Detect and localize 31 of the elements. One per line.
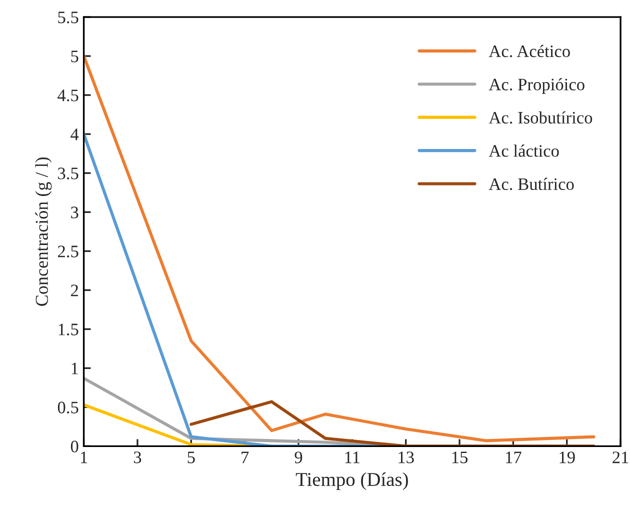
x-tick-label: 21	[612, 452, 628, 464]
y-tick-label: 1	[72, 362, 78, 374]
x-tick-label: 7	[242, 452, 249, 464]
y-tick-label: 0	[70, 440, 78, 452]
y-tick-label: 3.5	[58, 168, 78, 180]
y-tick-label: 2	[71, 284, 78, 296]
line-series	[190, 400, 596, 446]
x-tick-label: 17	[506, 452, 522, 464]
x-tick-label: 15	[452, 452, 468, 464]
y-tick-label: 2.5	[58, 246, 78, 258]
x-tick-label: 3	[134, 452, 142, 464]
y-tick-label: 4	[70, 128, 79, 140]
y-tick-label: 5.5	[58, 12, 78, 24]
y-tick-label: 4.5	[58, 90, 78, 102]
x-axis-title: Tiempo (Días)	[296, 472, 408, 490]
y-tick-label: 1.5	[58, 324, 78, 336]
y-tick-label: 3	[71, 206, 78, 218]
y-tick-label: 5	[71, 50, 78, 62]
y-axis-title: Concentración (g / l)	[35, 157, 52, 306]
x-tick-label: 1	[80, 452, 88, 464]
legend-label: Ac. Propióico	[488, 78, 584, 94]
y-tick-label: 0.5	[58, 402, 78, 414]
x-tick-label: 5	[188, 452, 195, 464]
legend-label: Ac. Butírico	[488, 178, 574, 190]
x-tick-label: 19	[560, 452, 575, 464]
x-tick-label: 9	[294, 452, 302, 464]
legend-label: Ac. Isobutírico	[488, 111, 592, 124]
legend-label: Ac láctico	[488, 144, 559, 157]
x-tick-label: 13	[398, 452, 414, 464]
legend-label: Ac. Acético	[488, 44, 570, 58]
x-tick-label: 11	[345, 452, 360, 464]
